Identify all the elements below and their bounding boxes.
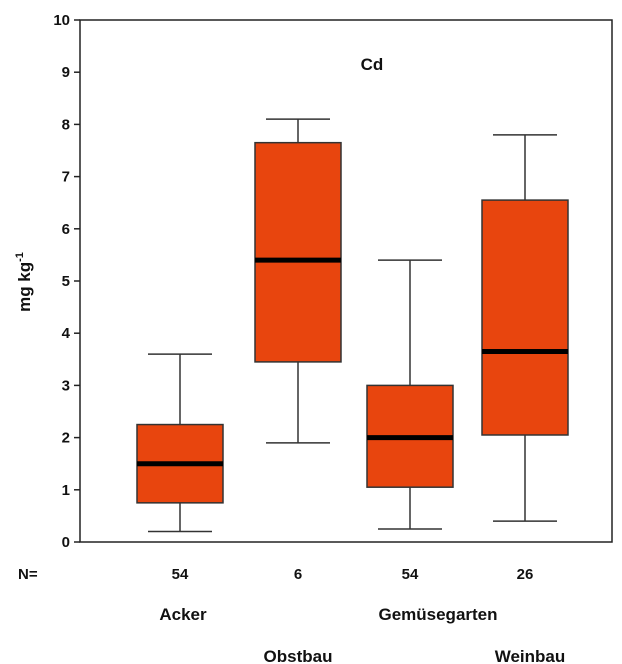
y-axis-label: mg kg-1 bbox=[14, 252, 34, 312]
y-axis-label-superscript: -1 bbox=[14, 252, 26, 262]
y-tick-label: 4 bbox=[62, 325, 71, 342]
box-obstbau bbox=[254, 118, 342, 444]
category-label-acker: Acker bbox=[159, 605, 207, 624]
y-tick-label: 2 bbox=[62, 430, 70, 447]
box-acker bbox=[136, 353, 224, 533]
y-tick-label: 6 bbox=[62, 221, 70, 238]
box-gemüsegarten bbox=[366, 259, 454, 530]
y-tick-label: 5 bbox=[62, 273, 70, 290]
box-weinbau bbox=[481, 134, 569, 522]
y-tick-label: 10 bbox=[53, 12, 70, 29]
boxplot-series bbox=[136, 118, 569, 533]
n-label-obstbau: 6 bbox=[294, 566, 302, 583]
y-tick-label: 0 bbox=[62, 534, 70, 551]
iqr-box bbox=[481, 199, 569, 436]
y-tick-label: 3 bbox=[62, 377, 70, 394]
y-tick-label: 7 bbox=[62, 169, 70, 186]
n-label-weinbau: 26 bbox=[517, 566, 534, 583]
n-prefix-label: N= bbox=[18, 566, 38, 583]
y-tick-label: 1 bbox=[62, 482, 70, 499]
n-count-labels: 54 6 54 26 bbox=[172, 566, 534, 583]
n-label-acker: 54 bbox=[172, 566, 189, 583]
y-axis-label-main: mg kg bbox=[15, 262, 34, 312]
n-label-gemüsegarten: 54 bbox=[402, 566, 419, 583]
category-label-gemüsegarten: Gemüsegarten bbox=[378, 605, 497, 624]
y-axis-ticks: 0 1 2 3 4 5 6 7 8 9 10 bbox=[53, 12, 80, 551]
chart-title: Cd bbox=[361, 55, 384, 74]
category-labels: Acker Obstbau Gemüsegarten Weinbau bbox=[159, 605, 565, 664]
category-label-obstbau: Obstbau bbox=[264, 647, 333, 664]
y-tick-label: 8 bbox=[62, 116, 70, 133]
category-label-weinbau: Weinbau bbox=[495, 647, 566, 664]
iqr-box bbox=[254, 141, 342, 363]
y-tick-label: 9 bbox=[62, 64, 70, 81]
